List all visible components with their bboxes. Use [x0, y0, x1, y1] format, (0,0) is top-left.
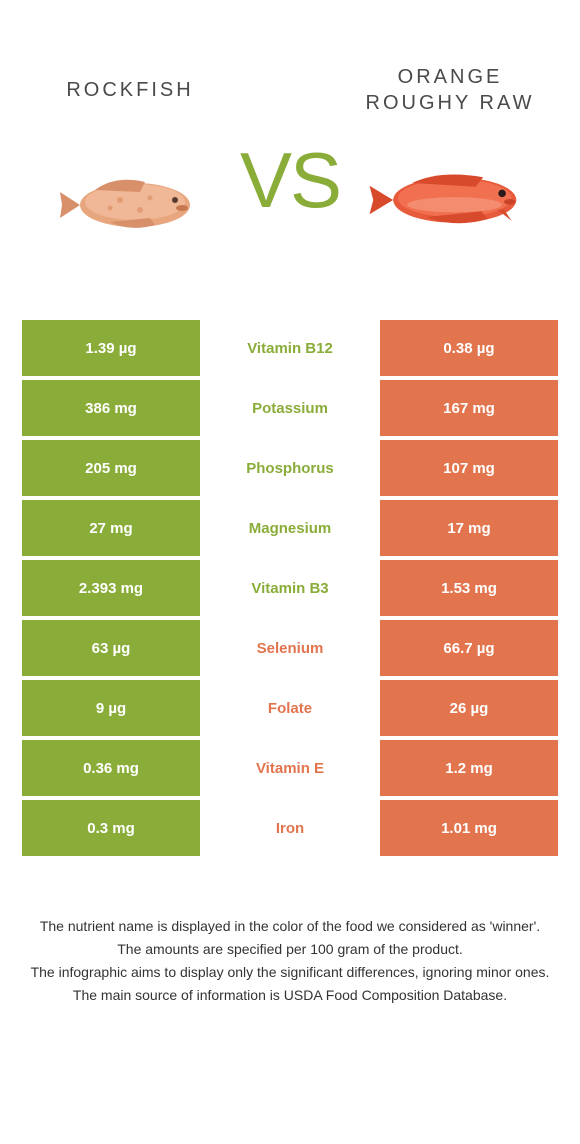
right-value: 0.38 µg: [380, 320, 558, 376]
right-value: 1.01 mg: [380, 800, 558, 856]
right-value: 1.53 mg: [380, 560, 558, 616]
nutrient-table: 1.39 µgVitamin B120.38 µg386 mgPotassium…: [22, 320, 558, 856]
left-value: 9 µg: [22, 680, 200, 736]
table-row: 0.36 mgVitamin E1.2 mg: [22, 740, 558, 796]
nutrient-name: Selenium: [200, 620, 380, 676]
orange-roughy-image: [360, 150, 540, 250]
table-row: 63 µgSelenium66.7 µg: [22, 620, 558, 676]
left-food-column: ROCKFISH: [30, 50, 230, 250]
left-value: 63 µg: [22, 620, 200, 676]
left-value: 2.393 mg: [22, 560, 200, 616]
rockfish-image: [40, 150, 220, 250]
left-value: 205 mg: [22, 440, 200, 496]
right-value: 17 mg: [380, 500, 558, 556]
nutrient-name: Phosphorus: [200, 440, 380, 496]
right-food-column: ORANGE ROUGHY RAW: [350, 50, 550, 250]
nutrient-name: Magnesium: [200, 500, 380, 556]
table-row: 27 mgMagnesium17 mg: [22, 500, 558, 556]
nutrient-name: Vitamin B3: [200, 560, 380, 616]
nutrient-name: Potassium: [200, 380, 380, 436]
table-row: 205 mgPhosphorus107 mg: [22, 440, 558, 496]
footer-line: The infographic aims to display only the…: [30, 962, 550, 983]
left-value: 0.36 mg: [22, 740, 200, 796]
table-row: 9 µgFolate26 µg: [22, 680, 558, 736]
footer-line: The nutrient name is displayed in the co…: [30, 916, 550, 937]
right-value: 167 mg: [380, 380, 558, 436]
right-value: 107 mg: [380, 440, 558, 496]
right-value: 66.7 µg: [380, 620, 558, 676]
footer-line: The amounts are specified per 100 gram o…: [30, 939, 550, 960]
right-value: 1.2 mg: [380, 740, 558, 796]
left-value: 0.3 mg: [22, 800, 200, 856]
table-row: 386 mgPotassium167 mg: [22, 380, 558, 436]
left-food-title: ROCKFISH: [66, 50, 193, 130]
footer-notes: The nutrient name is displayed in the co…: [30, 916, 550, 1006]
nutrient-name: Vitamin E: [200, 740, 380, 796]
left-value: 27 mg: [22, 500, 200, 556]
header: ROCKFISH VS ORANGE ROUGHY RAW: [0, 0, 580, 290]
right-food-title: ORANGE ROUGHY RAW: [350, 50, 550, 130]
vs-label: VS: [240, 135, 340, 226]
table-row: 2.393 mgVitamin B31.53 mg: [22, 560, 558, 616]
right-value: 26 µg: [380, 680, 558, 736]
nutrient-name: Vitamin B12: [200, 320, 380, 376]
nutrient-name: Iron: [200, 800, 380, 856]
table-row: 0.3 mgIron1.01 mg: [22, 800, 558, 856]
table-row: 1.39 µgVitamin B120.38 µg: [22, 320, 558, 376]
footer-line: The main source of information is USDA F…: [30, 985, 550, 1006]
nutrient-name: Folate: [200, 680, 380, 736]
left-value: 1.39 µg: [22, 320, 200, 376]
left-value: 386 mg: [22, 380, 200, 436]
